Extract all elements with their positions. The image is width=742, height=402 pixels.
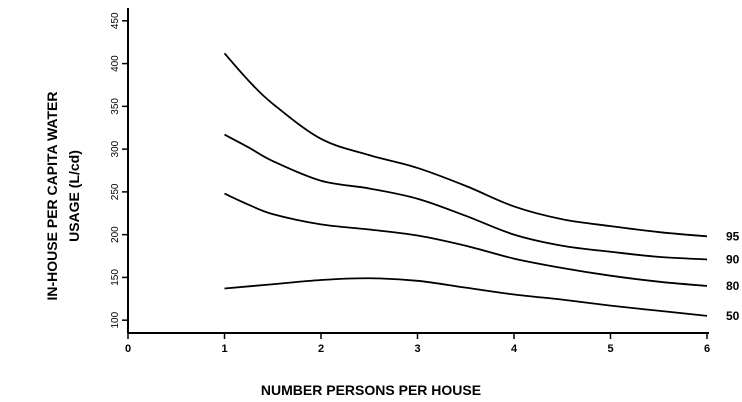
x-tick-label: 2: [318, 343, 324, 355]
series-line-80: [224, 192, 708, 287]
x-tick-label: 5: [607, 343, 613, 355]
x-tick-label: 1: [221, 343, 227, 355]
series-label-95: 95: [726, 229, 740, 243]
y-axis-ticks: 100 150 200 250 300 350 400 450: [110, 12, 128, 329]
series-line-90: [224, 133, 708, 261]
axes: [127, 8, 709, 334]
x-tick-label: 3: [414, 343, 420, 355]
x-tick-label: 6: [704, 343, 710, 355]
series-line-95: [223, 52, 708, 238]
y-axis-label: IN-HOUSE PER CAPITA WATER USAGE (L/cd): [41, 46, 85, 346]
x-axis-ticks: 0 1 2 3 4 5 6: [125, 333, 710, 355]
x-axis-label: NUMBER PERSONS PER HOUSE: [260, 382, 482, 398]
series-label-80: 80: [726, 279, 740, 293]
y-axis-label-line-2: USAGE (L/cd): [66, 150, 82, 242]
series-line-50: [224, 277, 708, 317]
y-tick-label: 350: [110, 98, 121, 115]
series-lines: [223, 52, 708, 317]
y-tick-label: 250: [110, 183, 121, 200]
series-labels: 95 90 80 50: [726, 229, 740, 323]
y-tick-label: 300: [110, 140, 121, 157]
y-axis-label-line-1: IN-HOUSE PER CAPITA WATER: [44, 91, 60, 301]
x-tick-label: 4: [511, 343, 518, 355]
y-tick-label: 100: [110, 311, 121, 328]
series-label-50: 50: [726, 309, 740, 323]
y-tick-label: 150: [110, 269, 121, 286]
series-label-90: 90: [726, 252, 740, 266]
y-tick-label: 200: [110, 226, 121, 243]
x-tick-label: 0: [125, 343, 131, 355]
y-tick-label: 400: [110, 55, 121, 72]
y-tick-label: 450: [110, 12, 121, 29]
